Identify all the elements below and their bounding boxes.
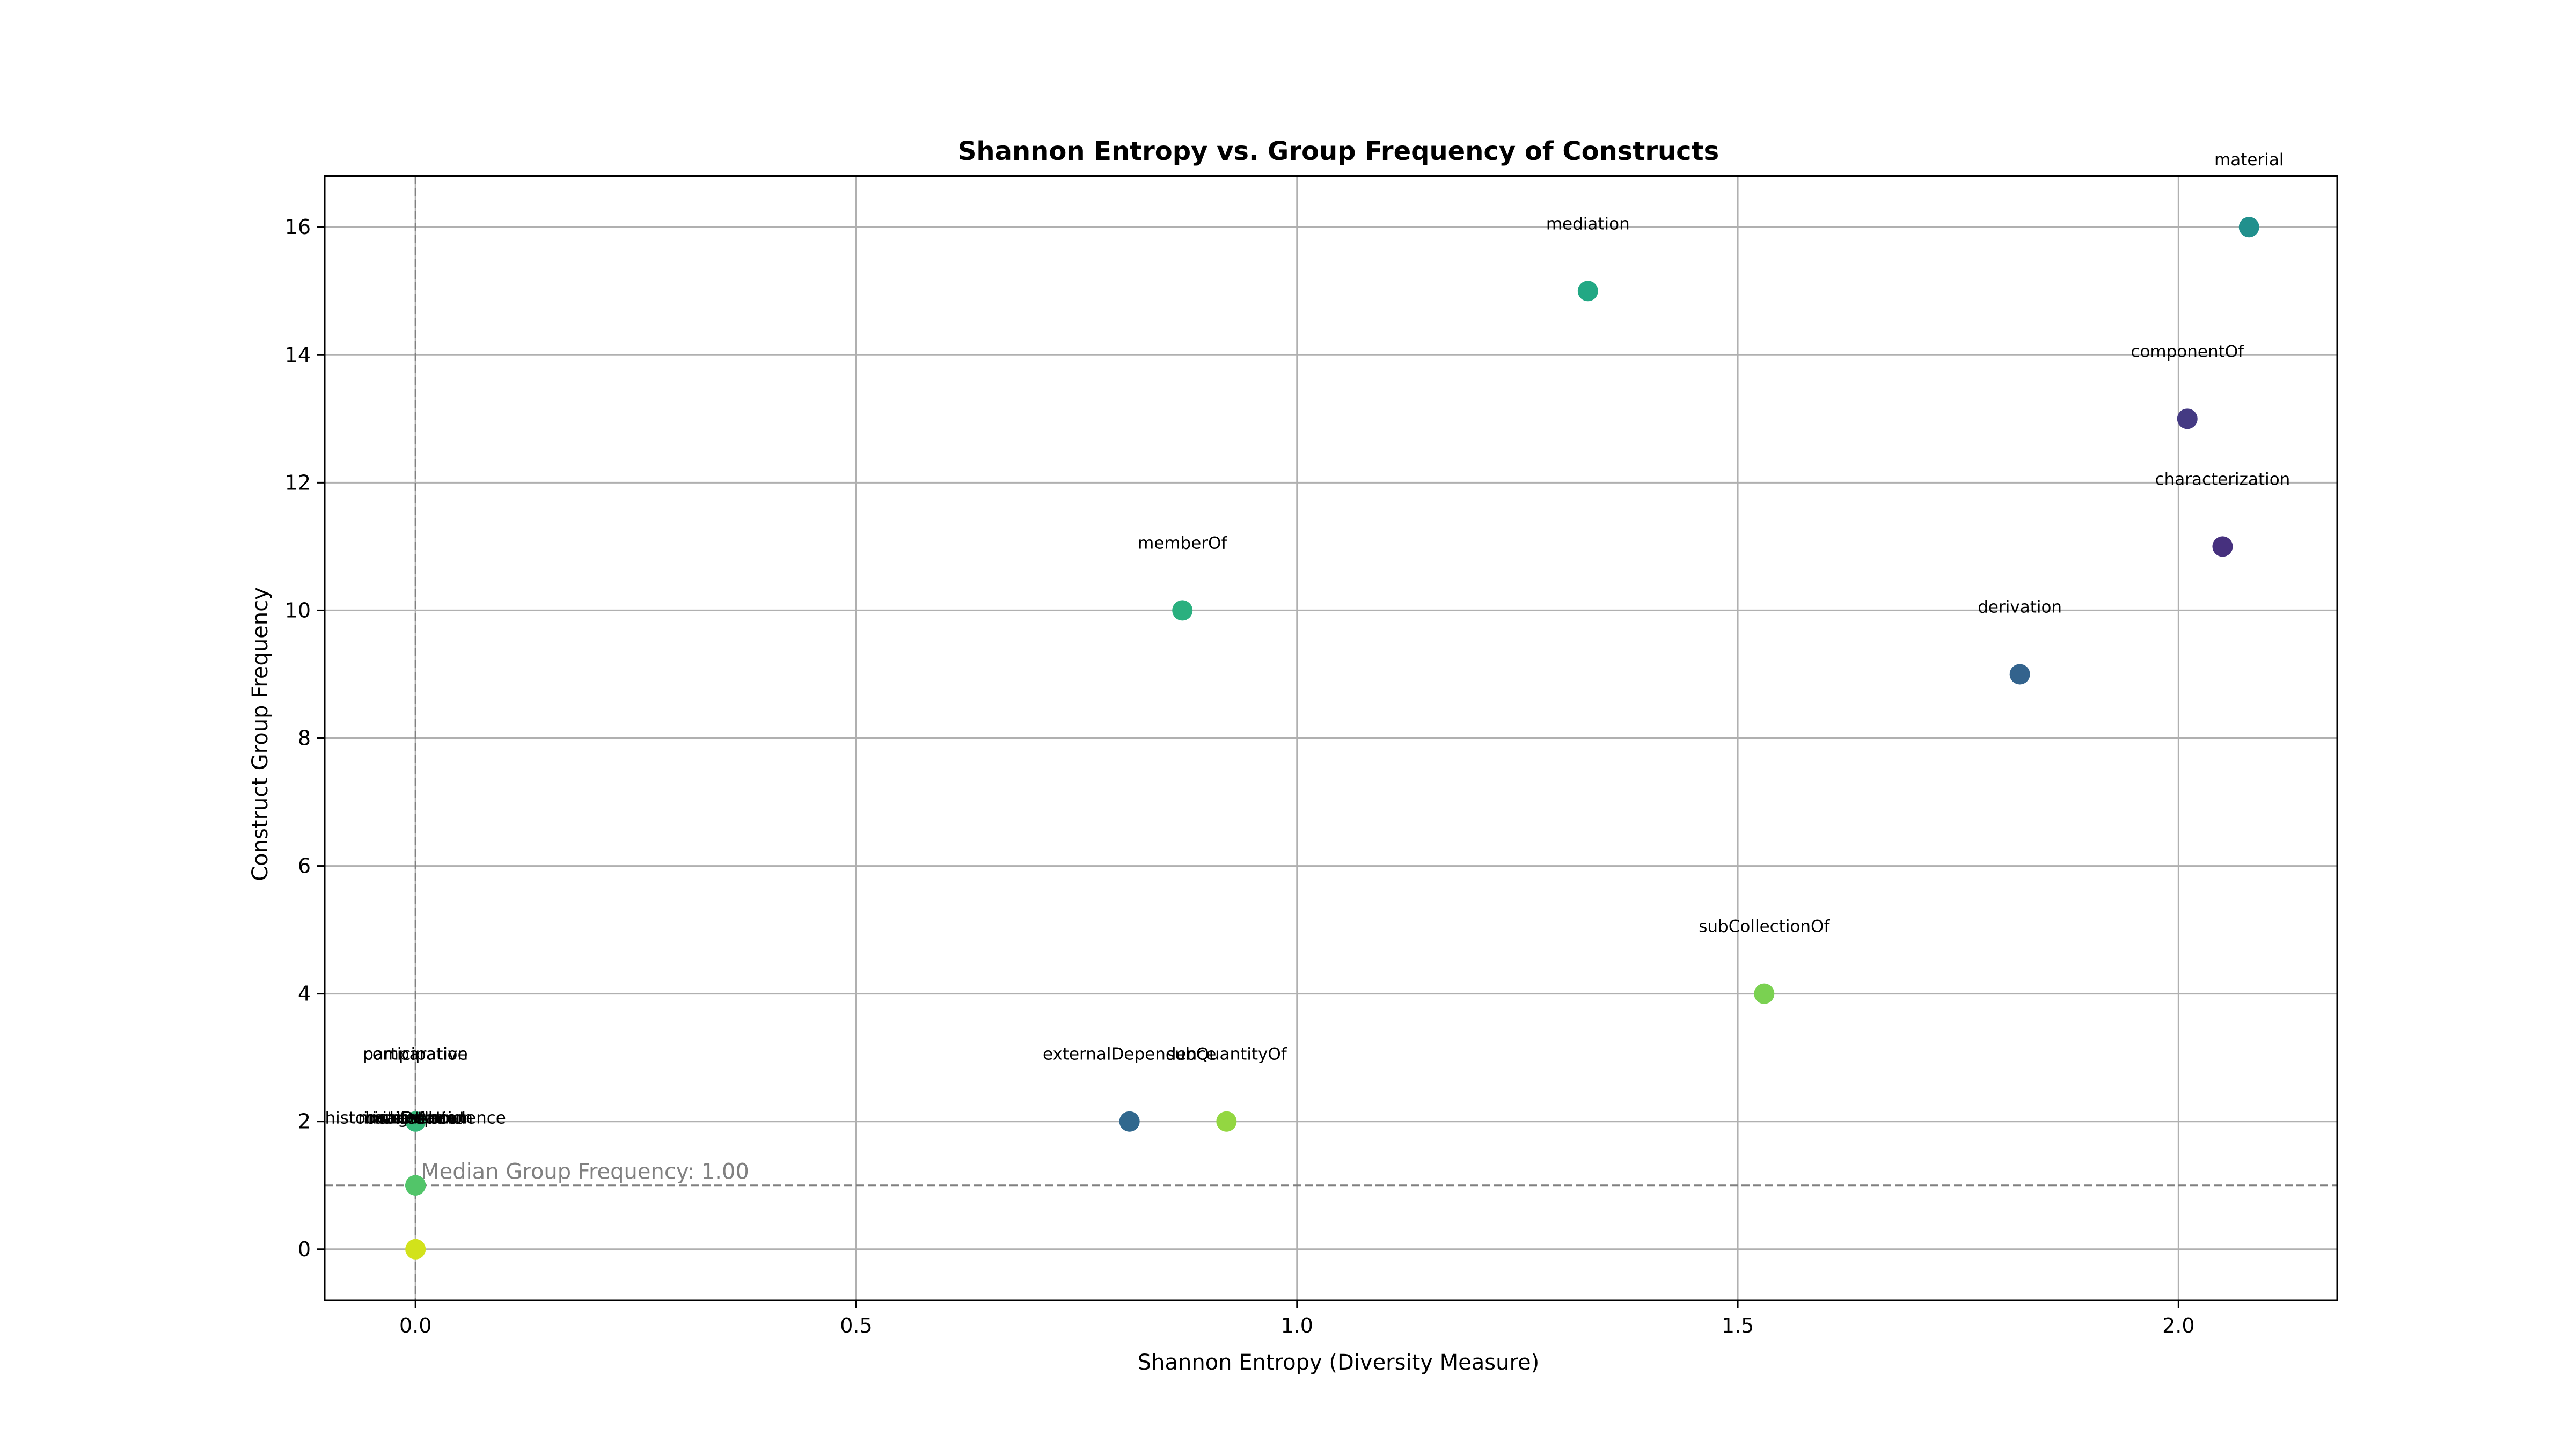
median-frequency-label: Median Group Frequency: 1.00 <box>421 1160 749 1184</box>
y-tick-label: 12 <box>285 471 311 494</box>
x-tick-label: 1.5 <box>1722 1314 1754 1337</box>
chart-title: Shannon Entropy vs. Group Frequency of C… <box>958 136 1719 166</box>
point-label: mediation <box>1546 214 1630 233</box>
x-axis-ticks: 0.0 0.5 1.0 1.5 2.0 <box>399 1300 2195 1337</box>
y-tick-label: 4 <box>298 982 311 1006</box>
data-point <box>1754 983 1775 1004</box>
data-point <box>2212 536 2233 557</box>
y-tick-label: 8 <box>298 727 311 750</box>
point-label: characterization <box>2155 470 2290 489</box>
y-tick-label: 14 <box>285 343 311 367</box>
y-tick-label: 16 <box>285 215 311 239</box>
x-tick-label: 2.0 <box>2162 1314 2194 1337</box>
y-axis-ticks: 0 2 4 6 8 10 12 14 16 <box>285 215 325 1261</box>
point-label: comparative <box>363 1045 468 1064</box>
data-point <box>405 1239 426 1260</box>
data-points <box>405 217 2259 1260</box>
data-point <box>2009 664 2030 685</box>
point-label: componentOf <box>2131 342 2244 361</box>
data-point <box>1577 281 1598 302</box>
point-label: participation <box>363 1045 468 1064</box>
point-label: historicalDependence <box>325 1109 506 1128</box>
point-label: material <box>2214 150 2284 170</box>
point-label: instantiation <box>363 1109 467 1128</box>
point-label: derivation <box>1978 597 2062 617</box>
point-labels: material mediation componentOf characteriza… <box>325 150 2290 1128</box>
data-point <box>1172 600 1193 621</box>
y-tick-label: 10 <box>285 598 311 622</box>
point-label: memberOf <box>1138 533 1227 553</box>
point-label: inherence <box>374 1109 457 1128</box>
point-label: bringsAbout <box>365 1109 466 1128</box>
x-tick-label: 0.5 <box>840 1314 872 1337</box>
point-label: subCollectionOf <box>1699 917 1830 936</box>
point-label: subQuantityOf <box>1166 1045 1287 1064</box>
y-tick-label: 0 <box>298 1238 311 1261</box>
point-label: creation <box>382 1109 450 1128</box>
data-point <box>405 1111 426 1132</box>
point-label: externalDependence <box>1043 1045 1216 1064</box>
data-point <box>2238 217 2259 238</box>
y-tick-label: 6 <box>298 854 311 878</box>
y-axis-label: Construct Group Frequency <box>248 587 273 881</box>
x-axis-label: Shannon Entropy (Diversity Measure) <box>1138 1350 1540 1375</box>
data-point <box>2177 408 2198 429</box>
data-point <box>1216 1111 1237 1132</box>
x-tick-label: 1.0 <box>1281 1314 1313 1337</box>
point-label: manifestation <box>358 1109 473 1128</box>
x-tick-label: 0.0 <box>399 1314 431 1337</box>
grid-lines <box>325 176 2337 1300</box>
data-point <box>405 1175 426 1196</box>
y-tick-label: 2 <box>298 1110 311 1133</box>
data-point <box>1119 1111 1140 1132</box>
